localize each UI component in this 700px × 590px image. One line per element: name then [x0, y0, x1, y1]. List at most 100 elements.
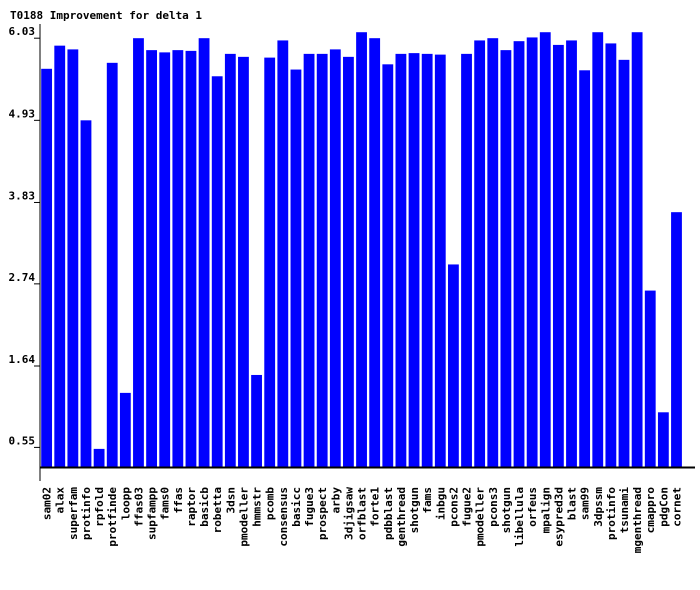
x-tick-label-43: protinfo — [605, 487, 618, 540]
bar-38 — [539, 32, 551, 468]
x-tick-label-46: cmappro — [644, 487, 657, 534]
x-tick-label-15: pmodeller — [237, 487, 250, 547]
x-tick-label-16: hmmstr — [251, 487, 264, 527]
x-tick-label-35: shotgun — [500, 487, 513, 533]
bar-11 — [185, 50, 197, 468]
axes-frame — [39, 24, 695, 481]
bar-48 — [671, 212, 682, 468]
x-tick-label-40: blast — [566, 487, 579, 520]
x-tick-label-36: libellula — [513, 487, 526, 547]
x-tick-label-37: orfeus — [526, 487, 539, 527]
x-tick-label-4: rpfold — [93, 487, 106, 527]
x-tick-label-13: robetta — [211, 487, 224, 533]
bar-16 — [251, 374, 262, 468]
x-tick-label-21: prospect — [316, 487, 329, 540]
bar-8 — [146, 50, 158, 468]
x-tick-label-1: alax — [54, 487, 67, 514]
x-tick-label-3: protinfo — [80, 487, 93, 540]
x-tick-label-28: shotgun — [408, 487, 421, 533]
bar-34 — [487, 38, 499, 468]
x-tick-label-8: supfampp — [146, 487, 159, 540]
x-tick-label-39: esypred3d — [552, 487, 565, 547]
x-tick-label-34: pcons3 — [487, 487, 500, 527]
bar-23 — [343, 56, 354, 468]
bar-33 — [474, 40, 486, 468]
x-tick-label-41: sam99 — [579, 487, 592, 520]
x-tick-label-31: pcons2 — [447, 487, 460, 527]
bar-27 — [395, 53, 407, 468]
y-tick-label-2: 3.83 — [9, 189, 36, 202]
bar-42 — [592, 32, 604, 468]
x-tick-label-23: 3djigsaw — [342, 487, 355, 540]
bar-19 — [290, 69, 302, 468]
bar-30 — [434, 54, 446, 468]
x-tick-label-32: fugue2 — [461, 487, 474, 527]
x-tick-label-24: orfblast — [356, 487, 369, 540]
x-tick-label-44: tsunami — [618, 487, 631, 534]
x-tick-label-14: 3dsn — [224, 487, 237, 514]
x-tick-label-48: cornet — [670, 487, 683, 527]
x-tick-label-5: protfinde — [106, 487, 119, 547]
bar-47 — [657, 412, 669, 468]
bar-3 — [80, 120, 92, 468]
x-tick-label-18: consensus — [277, 487, 290, 547]
bar-14 — [224, 53, 236, 468]
x-tick-label-30: inbgu — [434, 487, 447, 520]
x-tick-label-47: pdgCon — [657, 487, 670, 527]
bar-28 — [408, 53, 420, 468]
x-tick-label-6: loopp — [119, 487, 132, 520]
bar-22 — [329, 49, 341, 468]
bar-21 — [316, 53, 328, 468]
bar-39 — [552, 44, 564, 468]
bar-18 — [277, 40, 289, 468]
bar-45 — [631, 32, 643, 468]
bar-24 — [356, 32, 367, 468]
bar-40 — [566, 40, 577, 468]
x-tick-label-25: forte1 — [369, 487, 382, 527]
x-tick-label-42: 3dpssm — [592, 487, 605, 527]
x-tick-label-7: ffas03 — [132, 487, 145, 527]
bar-46 — [644, 290, 656, 468]
bar-6 — [119, 392, 131, 468]
bar-20 — [303, 53, 315, 468]
bar-12 — [198, 38, 210, 468]
y-tick-label-0: 6.03 — [9, 25, 36, 38]
bar-17 — [264, 57, 276, 468]
y-tick-label-5: 0.55 — [9, 434, 36, 447]
x-tick-labels: sam02 alax superfam protinfo rpfold protfinde… — [41, 487, 684, 554]
chart-title: T0188 Improvement for delta 1 — [10, 9, 203, 22]
bar-0 — [41, 68, 53, 468]
y-axis: 6.03 4.93 3.83 2.74 1.64 0.55 — [9, 25, 40, 448]
x-tick-label-2: superfam — [67, 487, 80, 540]
x-tick-label-10: ffas — [172, 487, 185, 514]
x-tick-label-38: mpalign — [539, 487, 552, 533]
x-tick-label-0: sam02 — [41, 487, 54, 520]
x-tick-label-12: basicb — [198, 487, 211, 527]
x-tick-label-33: pmodeller — [474, 487, 487, 547]
bar-37 — [526, 37, 538, 468]
bar-13 — [211, 76, 223, 468]
bar-32 — [461, 53, 472, 468]
bar-43 — [605, 43, 617, 468]
x-tick-label-27: genthread — [395, 487, 408, 547]
y-tick-label-3: 2.74 — [9, 271, 36, 284]
bar-5 — [106, 62, 118, 468]
bar-25 — [369, 38, 381, 468]
bar-7 — [133, 38, 144, 468]
x-tick-label-22: arby — [329, 487, 342, 514]
bar-9 — [159, 52, 171, 468]
x-tick-label-45: mgenthread — [631, 487, 644, 553]
bar-29 — [421, 53, 433, 468]
bar-41 — [579, 70, 591, 468]
bar-1 — [54, 45, 66, 468]
bar-35 — [500, 50, 512, 468]
bar-15 — [238, 56, 249, 468]
bar-44 — [618, 59, 630, 468]
y-tick-label-4: 1.64 — [9, 353, 36, 366]
bar-4 — [93, 448, 105, 468]
bar-31 — [447, 264, 459, 468]
x-tick-label-29: fams — [421, 487, 434, 514]
x-tick-label-17: pcomb — [264, 487, 277, 520]
y-tick-label-1: 4.93 — [9, 107, 36, 120]
